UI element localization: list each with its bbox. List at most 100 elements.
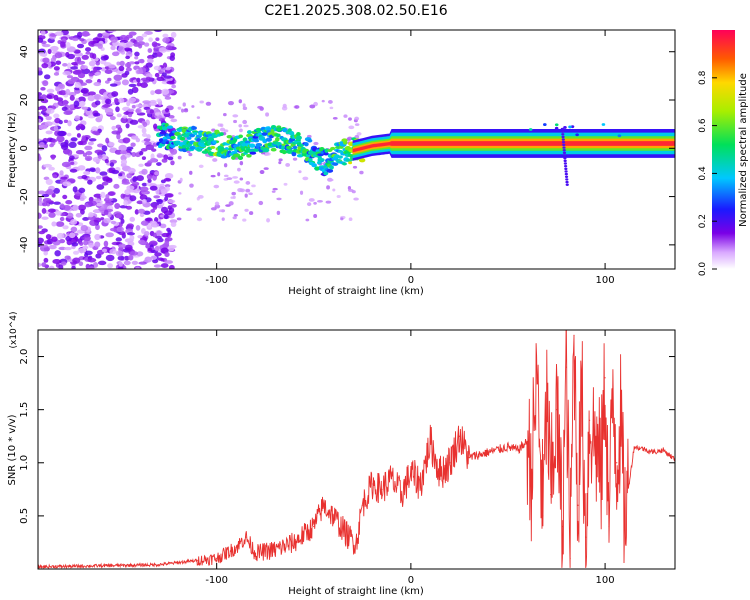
snr-point <box>530 472 532 474</box>
ridge-blob <box>281 145 286 150</box>
noise-blob <box>237 187 244 193</box>
snr-point <box>332 515 334 517</box>
noise-blob <box>110 45 116 51</box>
noise-blob <box>141 199 147 204</box>
snr-point <box>245 536 247 538</box>
ridge-blob <box>249 143 256 148</box>
noise-blob <box>325 200 332 204</box>
noise-blob <box>147 247 153 252</box>
noise-blob <box>135 137 141 143</box>
ridge-blob <box>262 138 268 144</box>
spur-blob <box>563 154 567 157</box>
noise-blob <box>55 60 62 65</box>
noise-blob <box>257 105 263 109</box>
noise-blob <box>84 250 93 256</box>
noise-blob <box>55 221 65 227</box>
noise-blob <box>150 255 158 260</box>
noise-blob <box>114 149 123 155</box>
snr-point <box>322 504 325 506</box>
noise-blob <box>68 155 75 161</box>
noise-blob <box>155 188 160 195</box>
noise-blob <box>115 213 122 219</box>
noise-blob <box>142 79 151 83</box>
ridge-blob <box>292 145 298 150</box>
spur-blob <box>575 133 579 137</box>
noise-blob <box>100 191 106 199</box>
noise-blob <box>38 190 46 195</box>
noise-blob <box>38 225 43 229</box>
noise-blob <box>134 56 139 60</box>
snr-point <box>313 525 315 528</box>
noise-blob <box>144 217 152 222</box>
noise-blob <box>136 82 142 87</box>
ridge-blob <box>200 144 206 148</box>
noise-blob <box>171 84 177 89</box>
noise-blob <box>88 266 95 269</box>
noise-blob <box>38 230 45 235</box>
noise-blob <box>131 151 137 157</box>
noise-blob <box>38 67 43 72</box>
noise-blob <box>242 119 248 125</box>
noise-blob <box>38 111 42 116</box>
noise-blob <box>139 213 145 218</box>
spur-blob <box>601 123 606 126</box>
noise-blob <box>124 244 133 251</box>
noise-blob <box>104 98 112 105</box>
colorbar-tick-label: 0.6 <box>698 118 708 133</box>
noise-blob <box>107 30 117 33</box>
noise-blob <box>129 119 139 125</box>
noise-blob <box>346 136 353 141</box>
noise-blob <box>79 100 86 107</box>
noise-blob <box>313 101 318 107</box>
ridge-blob <box>170 135 176 140</box>
noise-blob <box>75 212 82 218</box>
spectrogram-panel: -100 0 100 40 20 0 -20 -40 Height of straight l… <box>7 29 676 297</box>
noise-blob <box>166 80 175 85</box>
noise-blob <box>41 202 48 207</box>
noise-blob <box>348 125 355 130</box>
noise-blob <box>70 66 79 70</box>
noise-blob <box>94 100 101 106</box>
spectrogram-y-tick-label: -40 <box>19 237 30 253</box>
noise-blob <box>53 113 60 119</box>
noise-blob <box>238 99 243 104</box>
noise-blob <box>94 241 101 248</box>
noise-blob <box>121 73 128 78</box>
noise-blob <box>154 245 160 252</box>
snr-point <box>410 472 412 474</box>
ridge-blob <box>275 137 280 142</box>
snr-series-line <box>38 330 675 569</box>
noise-blob <box>184 108 188 111</box>
ridge-blob <box>281 149 287 155</box>
noise-blob <box>162 37 171 44</box>
noise-blob <box>354 123 360 127</box>
spur-blob <box>561 141 566 144</box>
ridge-blob <box>288 131 295 136</box>
noise-blob <box>73 100 80 107</box>
noise-blob <box>109 162 115 167</box>
noise-blob <box>101 153 107 160</box>
ridge-blob <box>219 132 224 137</box>
noise-blob <box>99 171 108 176</box>
noise-blob <box>71 242 79 247</box>
noise-blob <box>93 66 98 73</box>
spur-blob <box>561 135 565 139</box>
noise-blob <box>164 251 170 258</box>
snr-point <box>517 449 519 451</box>
noise-blob <box>38 196 43 202</box>
spectrogram-y-tick-label: 0 <box>19 145 30 151</box>
noise-blob <box>87 91 96 96</box>
noise-blob <box>97 43 103 49</box>
noise-blob <box>356 132 362 136</box>
ridge-blob <box>330 146 336 151</box>
noise-blob <box>149 220 157 225</box>
ridge-blob <box>314 166 320 171</box>
noise-blob <box>101 67 106 72</box>
snr-point <box>536 377 538 379</box>
noise-blob <box>139 150 144 156</box>
noise-blob <box>147 222 152 229</box>
noise-blob <box>39 141 45 148</box>
noise-blob <box>85 150 93 156</box>
ridge-blob <box>296 131 301 137</box>
snr-y-tick-label: 1.0 <box>19 455 30 471</box>
